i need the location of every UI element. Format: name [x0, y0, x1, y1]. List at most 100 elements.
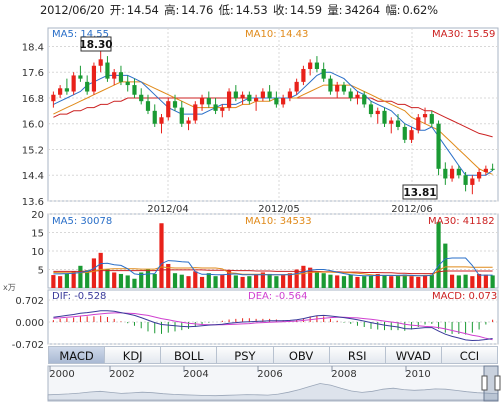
volume-bar	[308, 267, 313, 288]
timeline-history-area	[47, 383, 499, 401]
change-value: 0.62%	[402, 3, 438, 17]
volume-bar	[443, 243, 448, 288]
volume-bar	[314, 271, 320, 288]
volume-y-tick-label: 15	[31, 229, 44, 240]
candle-body	[287, 91, 292, 98]
candle-body	[159, 117, 164, 124]
candle-body	[240, 94, 245, 98]
timeline-navigator[interactable]: 2000 2002 2004 2006 2008 2010	[47, 365, 501, 402]
tab-boll[interactable]: BOLL	[161, 346, 218, 364]
volume-unit-label: x万	[3, 283, 16, 292]
volume-bar	[470, 276, 475, 288]
tab-psy[interactable]: PSY	[217, 346, 274, 364]
candle-body	[226, 91, 232, 108]
timeline-year-label: 2010	[405, 369, 430, 380]
candle-body	[233, 91, 238, 98]
price-y-tick-label: 17.6	[22, 68, 44, 79]
candle-body	[199, 97, 205, 105]
dea-legend: DEA: -0.564	[248, 291, 308, 302]
vol-ma30-line	[53, 269, 493, 275]
volume-bar	[145, 269, 151, 288]
open-value: 14.54	[126, 3, 159, 17]
candle-body	[186, 120, 191, 124]
date-tick-label: 2012/04	[147, 204, 189, 215]
tab-cci[interactable]: CCI	[441, 346, 498, 364]
volume-bar	[254, 274, 259, 288]
volume-bar	[51, 275, 56, 288]
candle-body	[274, 97, 279, 105]
candle-body	[78, 75, 83, 79]
candle-body	[213, 104, 218, 111]
timeline-year-label: 2000	[49, 369, 74, 380]
volume-bar	[294, 269, 299, 288]
volume-bar	[335, 275, 340, 288]
candle-body	[362, 94, 367, 105]
volume-bar	[85, 270, 90, 288]
candle-body	[254, 97, 259, 102]
candle-body	[172, 101, 178, 108]
price-y-ticks: 18.4 17.6 16.8 16.0 15.2 14.4 13.6	[22, 42, 44, 208]
volume-panel: 20 15 10 5 MA5: 30078 MA10: 34533 MA30: 411…	[3, 210, 499, 292]
volume-bar	[341, 276, 347, 288]
candle-body	[341, 85, 347, 92]
volume-bar	[139, 272, 144, 288]
candle-body	[335, 85, 340, 92]
candle-body	[463, 175, 468, 185]
candle-body	[179, 107, 184, 124]
volume-value: 34264	[344, 3, 380, 17]
volume-legend: MA5: 30078 MA10: 34533 MA30: 41182	[52, 216, 495, 227]
candle-body	[125, 81, 130, 86]
volume-bar	[105, 269, 110, 288]
volume-bar	[193, 271, 198, 288]
high-value: 14.76	[181, 3, 214, 17]
tab-rsi[interactable]: RSI	[329, 346, 386, 364]
candle-body	[118, 72, 124, 82]
price-y-tick-label: 18.4	[22, 42, 44, 53]
candle-body	[470, 178, 475, 185]
candle-body	[132, 85, 137, 95]
timeline-year-label: 2006	[257, 369, 282, 380]
candle-body	[449, 168, 455, 179]
candle-body	[193, 104, 198, 121]
timeline-right-handle[interactable]	[494, 375, 501, 391]
volume-bar	[328, 274, 333, 288]
price-y-tick-label: 15.2	[22, 145, 44, 156]
price-y-tick-label: 16.0	[22, 120, 44, 131]
volume-bar	[274, 276, 279, 288]
volume-bar	[382, 275, 387, 288]
timeline-year-label: 2008	[331, 369, 356, 380]
ma30-legend: MA30: 15.59	[432, 29, 495, 40]
volume-bar	[125, 275, 130, 288]
candle-body	[308, 62, 313, 69]
tab-macd[interactable]: MACD	[48, 346, 106, 364]
open-label: 开:	[109, 3, 125, 17]
volume-ma-lines	[53, 257, 493, 277]
candle-body	[64, 88, 69, 92]
volume-bar	[118, 273, 124, 288]
tab-wvad[interactable]: WVAD	[385, 346, 442, 364]
volume-label: 量:	[327, 3, 343, 17]
candle-body	[436, 123, 441, 169]
volume-bar	[281, 275, 286, 288]
tab-obv[interactable]: OBV	[273, 346, 330, 364]
date-axis: 2012/04 2012/05 2012/06	[147, 204, 433, 215]
low-value: 14.53	[235, 3, 268, 17]
timeline-left-handle[interactable]	[481, 375, 488, 391]
macd-y-tick-label: 0.000	[15, 318, 44, 329]
candle-body	[281, 97, 286, 105]
volume-bar	[355, 276, 360, 288]
candle-body	[152, 110, 157, 124]
volume-grid	[48, 213, 498, 270]
candle-body	[58, 88, 63, 95]
candle-body	[267, 91, 272, 98]
tab-kdj[interactable]: KDJ	[105, 346, 162, 364]
min-price-callout: 13.81	[402, 184, 438, 200]
macd-lines	[53, 310, 493, 342]
volume-bar	[58, 276, 63, 288]
macd-y-ticks: 0.702 0.000 -0.702	[12, 296, 44, 351]
volume-bar	[368, 275, 374, 288]
price-y-tick-label: 13.6	[22, 197, 44, 208]
volume-bar	[186, 276, 191, 288]
volume-bar	[233, 275, 238, 288]
candle-body	[456, 168, 461, 176]
